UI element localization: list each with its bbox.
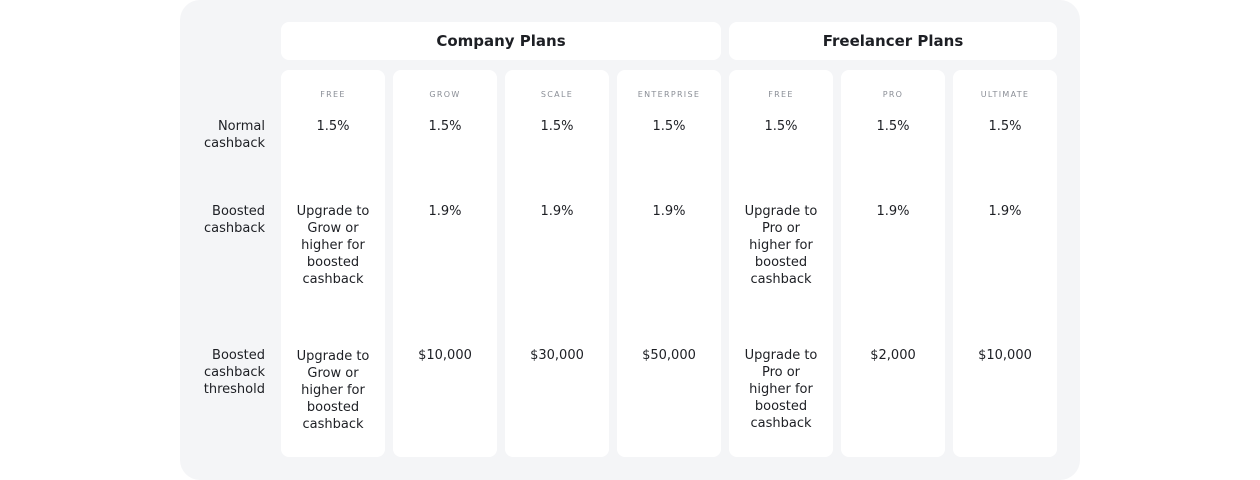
plan-name: ENTERPRISE — [637, 90, 701, 99]
plan-column-ultimate: ULTIMATE 1.5% 1.9% $10,000 — [953, 70, 1057, 457]
row-label-boosted-threshold: Boosted cashback threshold — [203, 348, 265, 397]
plan-name: FREE — [320, 90, 346, 99]
boosted-cashback-value: Upgrade to Pro or higher for boosted cas… — [744, 204, 818, 287]
normal-cashback-value: 1.5% — [876, 119, 910, 134]
boosted-cashback-value: Upgrade to Grow or higher for boosted ca… — [296, 204, 370, 287]
boosted-threshold-value: $50,000 — [642, 348, 696, 363]
boosted-cashback-value: 1.9% — [652, 204, 686, 219]
normal-cashback-value: 1.5% — [652, 119, 686, 134]
plan-column-grow: GROW 1.5% 1.9% $10,000 — [393, 70, 497, 457]
plan-name: GROW — [429, 90, 461, 99]
normal-cashback-value: 1.5% — [428, 119, 462, 134]
plan-name: PRO — [882, 90, 904, 99]
boosted-threshold-value: $30,000 — [530, 348, 584, 363]
boosted-cashback-value: 1.9% — [876, 204, 910, 219]
plan-name: SCALE — [540, 90, 574, 99]
plan-name: ULTIMATE — [980, 90, 1030, 99]
boosted-threshold-value: Upgrade to Pro or higher for boosted cas… — [744, 348, 818, 431]
normal-cashback-value: 1.5% — [316, 119, 350, 134]
normal-cashback-value: 1.5% — [540, 119, 574, 134]
plan-column-enterprise: ENTERPRISE 1.5% 1.9% $50,000 — [617, 70, 721, 457]
plan-column-company-free: FREE 1.5% Upgrade to Grow or higher for … — [281, 70, 385, 457]
plan-column-pro: PRO 1.5% 1.9% $2,000 — [841, 70, 945, 457]
row-label-boosted-cashback: Boosted cashback — [203, 204, 265, 236]
plan-name: FREE — [768, 90, 794, 99]
group-header-freelancer: Freelancer Plans — [729, 22, 1057, 60]
row-label-normal-cashback: Normal cashback — [203, 119, 265, 151]
boosted-threshold-value: $2,000 — [870, 348, 916, 363]
normal-cashback-value: 1.5% — [988, 119, 1022, 134]
plan-column-freelancer-free: FREE 1.5% Upgrade to Pro or higher for b… — [729, 70, 833, 457]
boosted-threshold-value: Upgrade to Grow or higher for boosted ca… — [296, 349, 370, 432]
boosted-cashback-value: 1.9% — [428, 204, 462, 219]
normal-cashback-value: 1.5% — [764, 119, 798, 134]
boosted-cashback-value: 1.9% — [988, 204, 1022, 219]
group-header-company: Company Plans — [281, 22, 721, 60]
boosted-cashback-value: 1.9% — [540, 204, 574, 219]
boosted-threshold-value: $10,000 — [978, 348, 1032, 363]
boosted-threshold-value: $10,000 — [418, 348, 472, 363]
plan-column-scale: SCALE 1.5% 1.9% $30,000 — [505, 70, 609, 457]
